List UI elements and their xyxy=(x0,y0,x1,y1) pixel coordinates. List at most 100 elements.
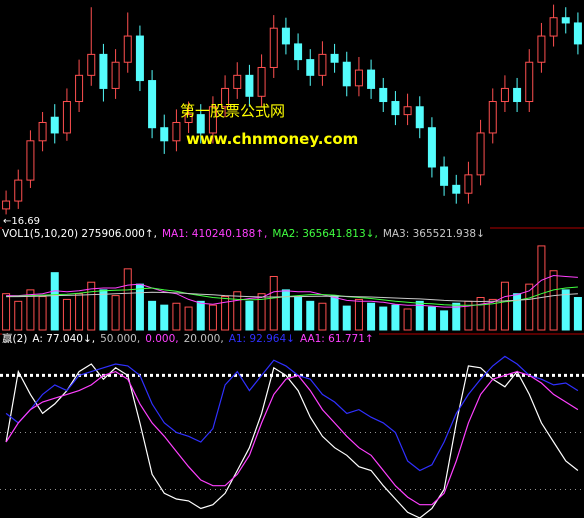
ma-line xyxy=(6,286,578,306)
candle-body xyxy=(403,106,412,116)
candle-body xyxy=(148,80,157,129)
candle-body xyxy=(269,27,278,68)
candle-body xyxy=(500,87,509,103)
volume-bar xyxy=(500,281,509,331)
candle-body xyxy=(208,106,217,134)
volume-bar xyxy=(123,268,132,331)
candle-body xyxy=(75,74,84,103)
candle-body xyxy=(427,127,436,168)
volume-bar xyxy=(148,300,157,331)
candle-body xyxy=(50,116,59,134)
legend-entry: MA3: 365521.938↓ xyxy=(382,228,485,240)
candle-body xyxy=(440,166,449,186)
legend-entry: 20.000, xyxy=(183,333,224,345)
candle-body xyxy=(2,200,11,210)
candle-body xyxy=(525,61,534,103)
ma-line xyxy=(6,291,578,303)
candle-body xyxy=(26,140,35,181)
candle-body xyxy=(62,101,71,134)
indicator-line xyxy=(5,355,579,472)
volume-bar xyxy=(525,283,534,331)
volume-header: VOL1(5,10,20) 275906.000↑, MA1: 410240.18… xyxy=(2,227,490,241)
candle-body xyxy=(488,101,497,134)
volume-bar xyxy=(62,298,71,331)
volume-bar xyxy=(513,293,522,331)
volume-bar xyxy=(87,281,96,331)
volume-bar xyxy=(549,270,558,331)
volume-bar xyxy=(427,306,436,331)
candle-body xyxy=(245,74,254,97)
ma-line xyxy=(6,274,578,308)
legend-entry: 0.000, xyxy=(145,333,179,345)
candle-body xyxy=(87,53,96,76)
volume-bar xyxy=(111,295,120,331)
watermark: www.chnmoney.com xyxy=(186,130,358,148)
legend-entry: 50.000, xyxy=(100,333,141,345)
candle-body xyxy=(160,127,169,142)
candle-body xyxy=(221,87,230,108)
candle-body xyxy=(306,59,315,76)
volume-bar xyxy=(537,245,546,331)
volume-bar xyxy=(306,300,315,331)
legend-entry: VOL1(5,10,20) 275906.000↑, xyxy=(2,228,157,240)
volume-bar xyxy=(573,297,582,331)
candle-body xyxy=(354,69,363,87)
legend-entry: MA1: 410240.188↑, xyxy=(162,228,268,240)
volume-bar xyxy=(233,291,242,331)
candle-body xyxy=(38,121,47,142)
legend-entry: A1: 92.964↓ xyxy=(228,333,295,345)
volume-bar xyxy=(391,304,400,331)
legend-entry: MA2: 365641.813↓, xyxy=(272,228,378,240)
low-annotation: ←16.69 xyxy=(3,216,40,227)
volume-bar xyxy=(172,302,181,331)
candle-body xyxy=(561,17,570,24)
candle-body xyxy=(184,114,193,123)
candle-body xyxy=(342,61,351,87)
legend-entry: 赢(2) xyxy=(2,333,28,345)
watermark: 第一股票公式网 xyxy=(180,102,285,120)
indicator-header: 赢(2) A: 77.040↓, 50.000, 0.000, 20.000, A1: 9… xyxy=(2,332,379,346)
volume-bar xyxy=(184,306,193,331)
candle-body xyxy=(123,35,132,63)
candle-body xyxy=(330,53,339,63)
volume-bar xyxy=(354,298,363,331)
candle-body xyxy=(367,69,376,89)
candle-body xyxy=(318,53,327,76)
volume-bar xyxy=(99,289,108,331)
volume-bar xyxy=(281,289,290,331)
volume-bar xyxy=(440,310,449,331)
candle-body xyxy=(172,121,181,142)
volume-bar xyxy=(415,300,424,331)
volume-bar xyxy=(50,272,59,331)
candle-body xyxy=(257,66,266,97)
candle-body xyxy=(476,132,485,176)
volume-bar xyxy=(196,300,205,331)
volume-bar xyxy=(452,302,461,331)
volume-bar xyxy=(208,304,217,331)
volume-bar xyxy=(245,300,254,331)
volume-bar xyxy=(318,302,327,331)
volume-bar xyxy=(330,295,339,331)
candle-body xyxy=(281,27,290,45)
volume-bar xyxy=(160,304,169,331)
volume-bar xyxy=(269,275,278,331)
volume-bar xyxy=(342,305,351,331)
volume-bar xyxy=(294,297,303,331)
candle-body xyxy=(135,35,144,82)
volume-bar xyxy=(257,293,266,331)
candle-body xyxy=(415,106,424,129)
volume-bar xyxy=(26,289,35,331)
candle-body xyxy=(391,101,400,116)
volume-bar xyxy=(561,289,570,331)
volume-bar xyxy=(14,300,23,331)
volume-bar xyxy=(221,296,230,331)
volume-bar xyxy=(488,298,497,331)
volume-bar xyxy=(38,296,47,331)
volume-bar xyxy=(75,293,84,331)
candle-body xyxy=(537,35,546,63)
volume-bar xyxy=(476,297,485,331)
volume-bar xyxy=(379,306,388,331)
candle-body xyxy=(233,74,242,89)
candle-body xyxy=(196,114,205,134)
